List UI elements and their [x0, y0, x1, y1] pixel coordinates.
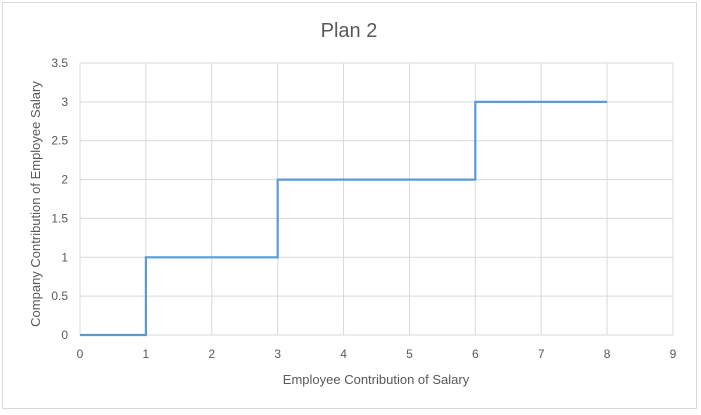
series-line [80, 100, 608, 337]
gridlines [79, 62, 674, 336]
plot-area [80, 100, 608, 337]
y-tick-label: 3 [61, 95, 68, 109]
x-tick-label: 2 [208, 347, 215, 361]
x-axis-title: Employee Contribution of Salary [283, 372, 470, 387]
x-tick-label: 4 [340, 347, 347, 361]
y-axis-ticks: 0 0.5 1 1.5 2 2.5 3 3.5 [51, 56, 68, 342]
x-tick-label: 9 [670, 347, 677, 361]
y-tick-label: 1 [61, 250, 68, 264]
x-tick-label: 6 [472, 347, 479, 361]
x-tick-label: 5 [406, 347, 413, 361]
y-tick-label: 0.5 [51, 289, 68, 303]
chart-title: Plan 2 [321, 20, 378, 42]
y-axis-title: Company Contribution of Employee Salary [28, 81, 43, 327]
x-tick-label: 0 [77, 347, 84, 361]
y-tick-label: 0 [61, 328, 68, 342]
y-tick-label: 2 [61, 173, 68, 187]
x-tick-label: 3 [274, 347, 281, 361]
x-axis-ticks: 0 1 2 3 4 5 6 7 8 9 [77, 347, 677, 361]
y-tick-label: 2.5 [51, 134, 68, 148]
x-tick-label: 1 [143, 347, 150, 361]
y-tick-label: 3.5 [51, 56, 68, 70]
x-tick-label: 7 [538, 347, 545, 361]
chart-frame [2, 2, 697, 409]
y-tick-label: 1.5 [51, 211, 68, 225]
x-tick-label: 8 [604, 347, 611, 361]
